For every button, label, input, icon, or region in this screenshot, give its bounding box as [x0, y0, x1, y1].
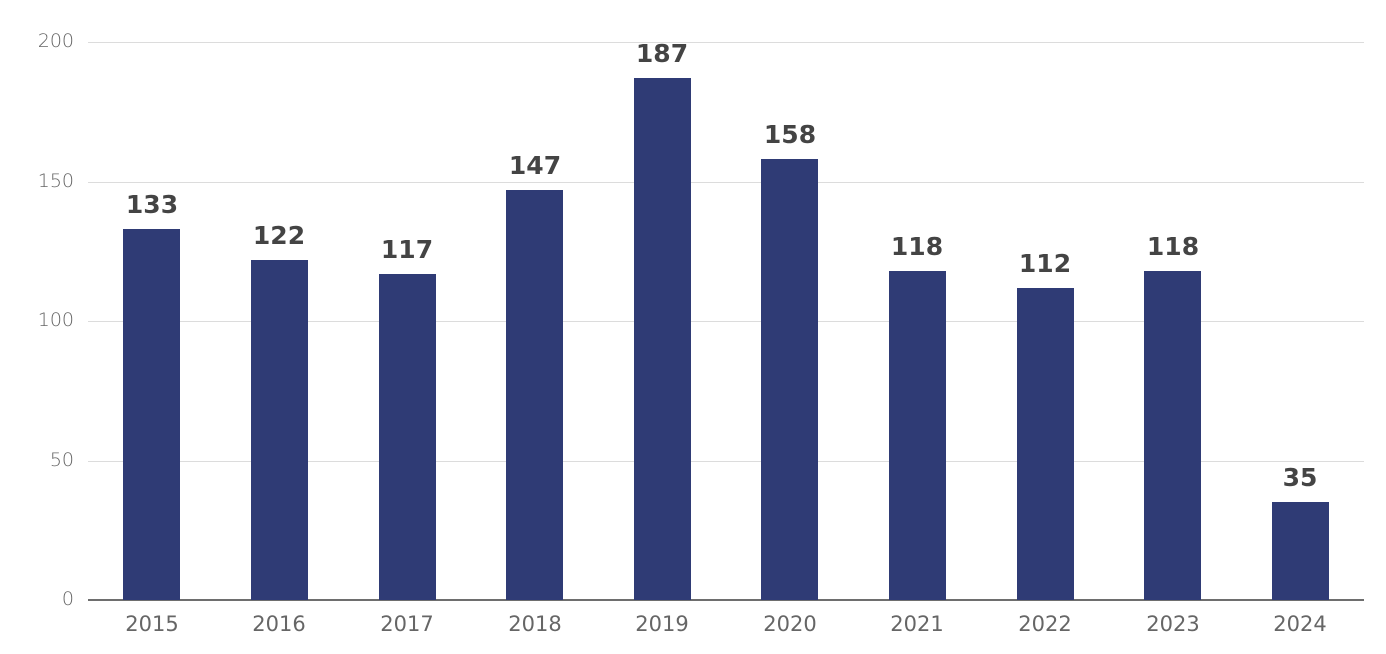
bar-2019: [634, 78, 691, 600]
data-label: 158: [763, 120, 817, 149]
bar-2018: [506, 190, 563, 600]
data-label: 187: [635, 39, 689, 68]
x-axis-tick-label: 2021: [890, 612, 944, 636]
y-axis-tick-label: 100: [37, 309, 74, 331]
x-axis-tick-label: 2018: [508, 612, 562, 636]
data-label: 122: [252, 221, 306, 250]
x-axis-tick-label: 2019: [635, 612, 689, 636]
bar-2017: [379, 274, 436, 600]
x-axis-tick-label: 2020: [763, 612, 817, 636]
gridline: [88, 42, 1364, 43]
bar-2021: [889, 271, 946, 600]
x-axis-line: [88, 599, 1364, 601]
bar-2022: [1017, 288, 1074, 600]
data-label: 118: [1146, 232, 1200, 261]
gridline: [88, 461, 1364, 462]
x-axis-tick-label: 2023: [1146, 612, 1200, 636]
bar-2024: [1272, 502, 1329, 600]
data-label: 118: [890, 232, 944, 261]
bar-2016: [251, 260, 308, 600]
y-axis-tick-label: 50: [49, 449, 74, 471]
data-label: 147: [508, 151, 562, 180]
y-axis-tick-label: 150: [37, 170, 74, 192]
bar-2015: [123, 229, 180, 600]
data-label: 133: [125, 190, 179, 219]
gridline: [88, 321, 1364, 322]
data-label: 35: [1282, 463, 1318, 492]
y-axis-tick-label: 200: [37, 30, 74, 52]
x-axis-tick-label: 2022: [1018, 612, 1072, 636]
y-axis-tick-label: 0: [61, 588, 74, 610]
bar-2023: [1144, 271, 1201, 600]
bar-2020: [761, 159, 818, 600]
x-axis-tick-label: 2016: [252, 612, 306, 636]
x-axis-tick-label: 2024: [1273, 612, 1327, 636]
gridline: [88, 182, 1364, 183]
x-axis-tick-label: 2017: [380, 612, 434, 636]
x-axis-tick-label: 2015: [125, 612, 179, 636]
data-label: 112: [1018, 249, 1072, 278]
data-label: 117: [380, 235, 434, 264]
